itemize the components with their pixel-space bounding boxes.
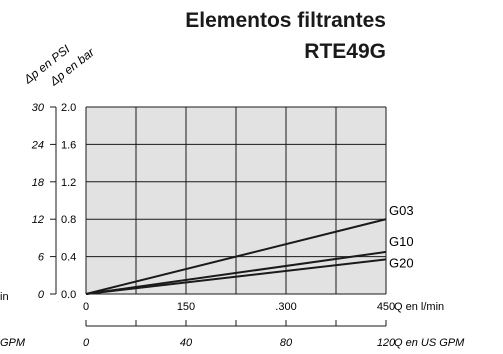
x-primary-tick-label: .300 [275,301,296,313]
y-secondary-tick-label: 30 [32,102,45,114]
y-secondary-tick-label: 12 [32,214,44,226]
x-secondary-tick-label: 80 [280,337,293,349]
series-line-g10 [85,250,387,295]
clipped-label-gpm: GPM [0,337,26,349]
x-primary-unit-label: Q en l/min [394,301,444,313]
y-primary-tick-label: 0.8 [61,214,76,226]
x-secondary-unit-label: Q en US GPM [394,337,465,349]
x-primary-tick-label: 150 [177,301,195,313]
y-secondary-tick-label: 24 [31,139,44,151]
y-primary-tick-label: 1.2 [61,177,76,189]
series-label-g03: G03 [389,203,414,218]
y-primary-tick-label: 1.6 [61,139,76,151]
series-line-g03 [85,218,387,295]
y-secondary-tick-label: 18 [32,177,45,189]
x-secondary-tick-label: 0 [83,337,90,349]
x-secondary-tick-label: 40 [180,337,193,349]
series-label-g20: G20 [389,255,414,270]
y-secondary-tick-label: 6 [38,252,45,264]
clipped-label-in: in [0,291,9,303]
x-primary-tick-label: 450 [377,301,395,313]
y-primary-tick-label: 0.4 [61,252,76,264]
series-label-g10: G10 [389,234,414,249]
chart-title-line2: RTE49G [304,40,386,63]
y-primary-tick-label: 2.0 [61,102,76,114]
x-secondary-tick-label: 120 [377,337,396,349]
series-line-g20 [85,258,387,295]
chart-title-line1: Elementos filtrantes [185,9,386,32]
y-secondary-tick-label: 0 [38,289,45,301]
axis-layer [50,106,387,327]
x-primary-tick-label: 0 [83,301,89,313]
series-layer [85,218,387,295]
y-primary-tick-label: 0.0 [61,289,76,301]
